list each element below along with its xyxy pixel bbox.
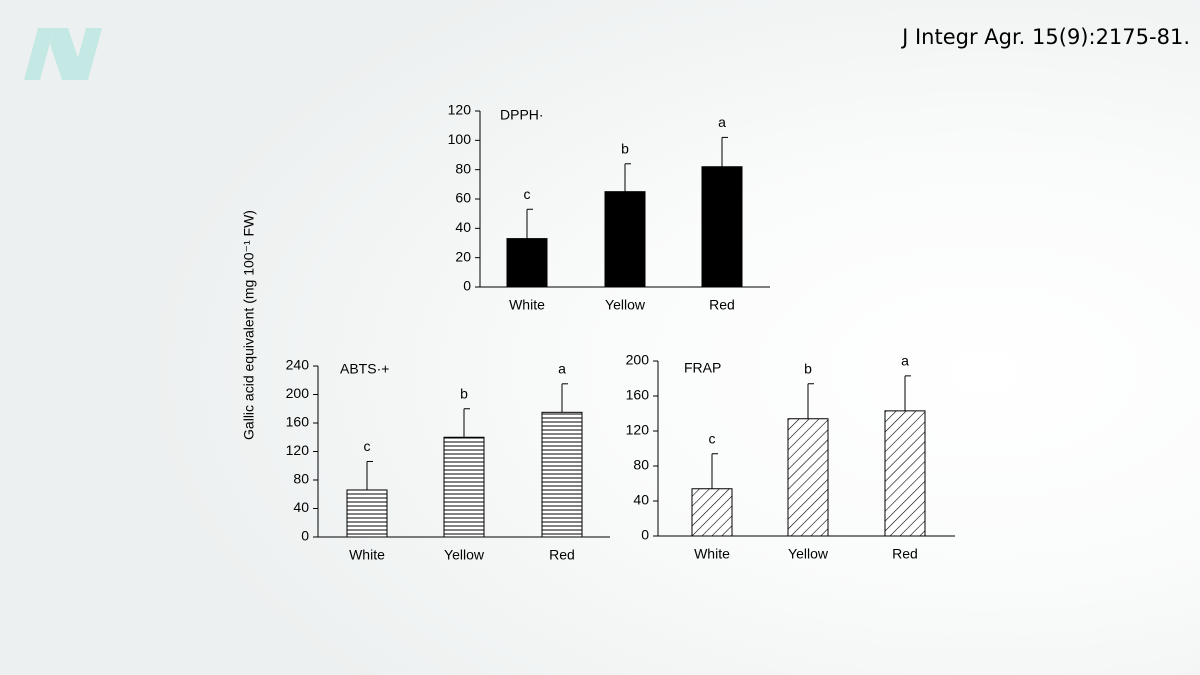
y-tick-label: 200: [286, 385, 310, 401]
y-tick-label: 60: [455, 190, 471, 206]
y-tick-label: 0: [641, 527, 649, 543]
x-tick-label: White: [509, 297, 545, 313]
y-tick-label: 240: [286, 357, 310, 373]
y-tick-label: 0: [463, 278, 471, 294]
x-tick-label: Yellow: [788, 546, 829, 562]
y-tick-label: 200: [626, 352, 650, 368]
x-tick-label: White: [349, 547, 385, 563]
y-tick-label: 80: [633, 457, 649, 473]
bar: [541, 411, 583, 538]
significance-letter: a: [558, 361, 566, 377]
x-tick-label: Yellow: [444, 547, 485, 563]
y-tick-label: 120: [448, 102, 472, 118]
y-tick-label: 120: [626, 422, 650, 438]
y-tick-label: 40: [293, 499, 309, 515]
bar: [884, 410, 926, 537]
x-tick-label: Red: [549, 547, 575, 563]
panel-title: ABTS·+: [340, 361, 389, 377]
bar: [346, 489, 388, 538]
bar: [506, 238, 548, 288]
x-tick-label: Yellow: [605, 297, 646, 313]
y-tick-label: 120: [286, 442, 310, 458]
significance-letter: b: [460, 385, 468, 401]
significance-letter: c: [364, 438, 371, 454]
bar: [443, 436, 485, 538]
panel-title: FRAP: [684, 360, 721, 376]
y-tick-label: 20: [455, 248, 471, 264]
y-tick-label: 40: [455, 219, 471, 235]
significance-letter: a: [718, 114, 726, 130]
significance-letter: b: [804, 360, 812, 376]
bar: [691, 488, 733, 537]
bar: [701, 166, 743, 288]
citation: J Integr Agr. 15(9):2175-81.: [900, 25, 1190, 49]
y-tick-label: 40: [633, 492, 649, 508]
panel-title: DPPH·: [500, 107, 544, 123]
x-tick-label: Red: [892, 546, 918, 562]
y-tick-label: 160: [286, 414, 310, 430]
x-tick-label: White: [694, 546, 730, 562]
y-tick-label: 80: [455, 160, 471, 176]
significance-letter: c: [709, 430, 716, 446]
x-tick-label: Red: [709, 297, 735, 313]
y-axis-label: Gallic acid equivalent (mg 100⁻¹ FW): [241, 210, 257, 440]
significance-letter: c: [524, 186, 531, 202]
y-tick-label: 0: [301, 528, 309, 544]
logo: [24, 28, 102, 80]
y-tick-label: 80: [293, 471, 309, 487]
y-tick-label: 100: [448, 131, 472, 147]
significance-letter: b: [621, 141, 629, 157]
significance-letter: a: [901, 353, 909, 369]
bar: [787, 418, 829, 537]
y-tick-label: 160: [626, 387, 650, 403]
bar: [604, 191, 646, 288]
